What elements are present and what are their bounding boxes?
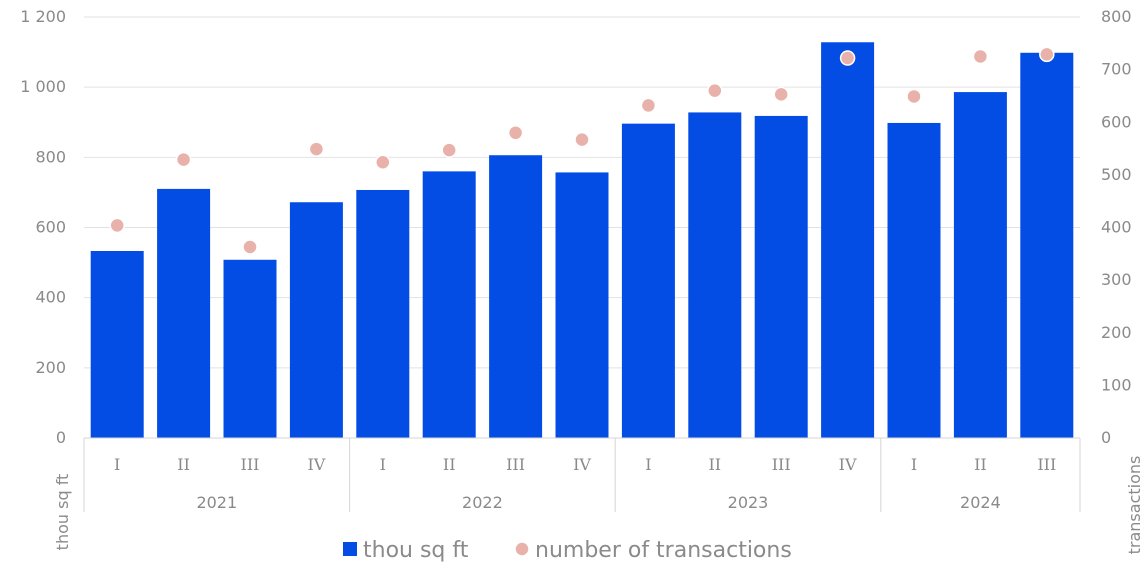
quarter-label: I bbox=[380, 455, 386, 474]
bar bbox=[887, 122, 941, 439]
quarter-label: II bbox=[443, 455, 456, 474]
right-axis-ticks: 0 100 200 300 400 500 600 700 800 bbox=[1101, 7, 1132, 447]
y2-tick-label: 300 bbox=[1101, 270, 1132, 289]
scatter-point bbox=[375, 154, 391, 170]
quarter-label: I bbox=[911, 455, 917, 474]
scatter-point bbox=[574, 131, 590, 148]
bar bbox=[688, 112, 742, 438]
y2-tick-label: 200 bbox=[1101, 323, 1132, 342]
scatter-point bbox=[640, 97, 657, 114]
y-tick-label: 1 000 bbox=[20, 77, 66, 96]
year-label: 2023 bbox=[728, 493, 769, 512]
quarter-label: I bbox=[114, 455, 120, 474]
y-tick-label: 0 bbox=[56, 428, 66, 447]
right-axis-title: transactions bbox=[1125, 456, 1143, 555]
scatter-point bbox=[1039, 46, 1055, 63]
quarter-label: II bbox=[177, 455, 190, 474]
left-axis-ticks: 0 200 400 600 800 1 000 1 200 bbox=[20, 7, 66, 447]
bar bbox=[953, 92, 1007, 438]
scatter-point bbox=[707, 82, 723, 99]
quarter-label: IV bbox=[307, 455, 325, 474]
scatter-point bbox=[773, 86, 789, 103]
scatter-point bbox=[839, 50, 856, 66]
y-tick-label: 400 bbox=[35, 288, 66, 307]
y2-tick-label: 100 bbox=[1101, 375, 1132, 394]
scatter-point bbox=[507, 125, 524, 141]
legend-label-bars: thou sq ft bbox=[363, 538, 469, 563]
bar bbox=[289, 202, 343, 438]
scatter-point bbox=[308, 141, 325, 157]
bar-series bbox=[90, 42, 1074, 439]
bar bbox=[1020, 52, 1074, 438]
year-label: 2022 bbox=[462, 493, 503, 512]
bar bbox=[90, 251, 144, 438]
scatter-point bbox=[441, 142, 457, 158]
bar bbox=[157, 188, 211, 438]
quarter-label: I bbox=[645, 455, 651, 474]
scatter-point bbox=[906, 88, 922, 105]
quarter-label: IV bbox=[839, 455, 857, 474]
bar bbox=[621, 123, 675, 439]
bar bbox=[489, 155, 543, 438]
left-axis-title: thou sq ft bbox=[53, 474, 72, 551]
y-tick-label: 1 200 bbox=[20, 7, 66, 26]
scatter-point bbox=[109, 217, 125, 234]
quarter-label: III bbox=[241, 455, 260, 474]
bar bbox=[821, 42, 875, 438]
legend-swatch-dots bbox=[514, 541, 530, 557]
quarter-label: II bbox=[974, 455, 987, 474]
quarter-label: III bbox=[1037, 455, 1056, 474]
scatter-point bbox=[242, 239, 258, 255]
bar bbox=[754, 115, 808, 438]
scatter-point bbox=[972, 48, 989, 65]
scatter-point bbox=[175, 151, 192, 168]
y-tick-label: 200 bbox=[35, 358, 66, 377]
y2-tick-label: 0 bbox=[1101, 428, 1111, 447]
legend-swatch-bars bbox=[343, 542, 357, 556]
y2-tick-label: 700 bbox=[1101, 60, 1132, 79]
scatter-series bbox=[109, 46, 1055, 255]
bar bbox=[422, 171, 476, 438]
y2-tick-label: 500 bbox=[1101, 165, 1132, 184]
quarter-label: III bbox=[506, 455, 525, 474]
year-label: 2024 bbox=[960, 493, 1001, 512]
bar bbox=[555, 172, 609, 438]
year-label: 2021 bbox=[196, 493, 237, 512]
y-tick-label: 800 bbox=[35, 147, 66, 166]
y2-tick-label: 600 bbox=[1101, 112, 1132, 131]
legend: thou sq ft number of transactions bbox=[343, 538, 792, 563]
y2-tick-label: 400 bbox=[1101, 218, 1132, 237]
y2-tick-label: 800 bbox=[1101, 7, 1132, 26]
quarter-label: IV bbox=[573, 455, 591, 474]
quarter-label: II bbox=[708, 455, 721, 474]
legend-label-dots: number of transactions bbox=[535, 538, 792, 563]
y-tick-label: 600 bbox=[35, 218, 66, 237]
bar bbox=[356, 189, 410, 438]
quarter-label: III bbox=[772, 455, 791, 474]
bar bbox=[223, 259, 277, 438]
